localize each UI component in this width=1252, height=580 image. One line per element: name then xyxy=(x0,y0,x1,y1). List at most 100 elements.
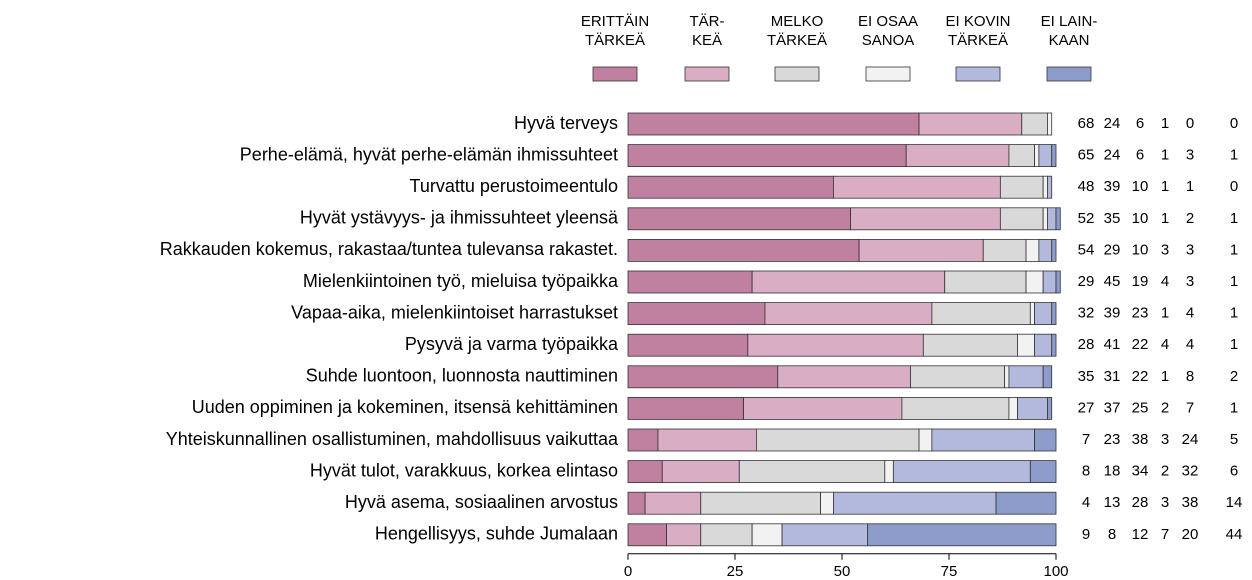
value-label: 9 xyxy=(1082,526,1090,543)
x-tick-label: 50 xyxy=(834,563,851,580)
category-label: Mielenkiintoinen työ, mieluisa työpaikka xyxy=(303,271,619,291)
value-label: 10 xyxy=(1132,210,1149,227)
bar-segment xyxy=(627,491,646,515)
bar-segment xyxy=(995,491,1057,515)
value-label: 31 xyxy=(1104,368,1121,385)
x-tick-label: 0 xyxy=(624,563,632,580)
bar-segment xyxy=(781,523,869,547)
value-label: 2 xyxy=(1161,463,1169,480)
value-label: 8 xyxy=(1108,526,1116,543)
value-label: 32 xyxy=(1182,463,1199,480)
bar-segment xyxy=(1034,302,1053,326)
category-label: Hyvät ystävyys- ja ihmissuhteet yleensä xyxy=(300,208,619,228)
bar-segment xyxy=(999,175,1044,199)
value-label: 28 xyxy=(1078,336,1095,353)
value-label: 35 xyxy=(1104,210,1121,227)
bar-segment xyxy=(751,270,946,294)
bar-segment xyxy=(922,333,1018,357)
value-label: 25 xyxy=(1132,399,1149,416)
value-label: 37 xyxy=(1104,399,1121,416)
value-label: 1 xyxy=(1161,210,1169,227)
bar-segment xyxy=(820,491,834,515)
value-label: 12 xyxy=(1132,526,1149,543)
bar-segment xyxy=(1034,333,1053,357)
value-label: 44 xyxy=(1226,526,1243,543)
legend-swatch xyxy=(865,66,911,82)
value-label: 22 xyxy=(1132,336,1149,353)
bar-segment xyxy=(1021,112,1048,136)
category-label: Rakkauden kokemus, rakastaa/tuntea tulev… xyxy=(160,239,618,259)
value-label: 0 xyxy=(1186,115,1194,132)
bar-segment xyxy=(918,112,1023,136)
value-label: 13 xyxy=(1104,494,1121,511)
bar-segment xyxy=(627,428,659,452)
value-label: 7 xyxy=(1186,399,1194,416)
value-label: 1 xyxy=(1161,178,1169,195)
bar-segment xyxy=(627,365,779,389)
bar-segment xyxy=(1047,207,1057,231)
value-label: 27 xyxy=(1078,399,1095,416)
value-label: 23 xyxy=(1104,431,1121,448)
bar-segment xyxy=(747,333,924,357)
value-label: 28 xyxy=(1132,494,1149,511)
value-label: 6 xyxy=(1230,463,1238,480)
value-label: 20 xyxy=(1182,526,1199,543)
bar-segment xyxy=(982,238,1027,262)
bar-segment xyxy=(661,460,740,484)
value-label: 3 xyxy=(1186,241,1194,258)
legend-swatch xyxy=(955,66,1001,82)
bar-segment xyxy=(910,365,1006,389)
bar-segment xyxy=(627,207,851,231)
bar-segment xyxy=(1047,175,1053,199)
bar-segment xyxy=(738,460,886,484)
value-label: 38 xyxy=(1132,431,1149,448)
bar-segment xyxy=(905,144,1010,168)
value-label: 1 xyxy=(1230,305,1238,322)
value-label: 3 xyxy=(1186,147,1194,164)
bar-segment xyxy=(999,207,1044,231)
bar-segment xyxy=(1047,396,1053,420)
bar-segment xyxy=(1029,302,1035,326)
bar-segment xyxy=(627,302,766,326)
legend-swatch xyxy=(684,66,730,82)
bar-segment xyxy=(884,460,894,484)
bar-segment xyxy=(627,270,753,294)
bar-segment xyxy=(1051,144,1057,168)
legend-swatch xyxy=(774,66,820,82)
value-label: 54 xyxy=(1078,241,1095,258)
bar-segment xyxy=(1008,144,1035,168)
value-label: 3 xyxy=(1161,241,1169,258)
value-label: 10 xyxy=(1132,241,1149,258)
bar-segment xyxy=(1029,460,1057,484)
value-label: 3 xyxy=(1161,431,1169,448)
bar-segment xyxy=(931,428,1036,452)
value-label: 0 xyxy=(1230,178,1238,195)
legend-label: EI OSAA SANOA xyxy=(857,13,919,49)
bar-segment xyxy=(1038,238,1053,262)
bar-segment xyxy=(1034,428,1057,452)
value-label: 1 xyxy=(1230,399,1238,416)
value-label: 5 xyxy=(1230,431,1238,448)
value-label: 45 xyxy=(1104,273,1121,290)
bar-segment xyxy=(1051,238,1057,262)
bar-segment xyxy=(858,238,984,262)
value-label: 7 xyxy=(1161,526,1169,543)
value-label: 52 xyxy=(1078,210,1095,227)
value-label: 29 xyxy=(1104,241,1121,258)
bar-segment xyxy=(764,302,933,326)
category-label: Hyvä terveys xyxy=(514,113,618,133)
value-label: 1 xyxy=(1161,147,1169,164)
bar-segment xyxy=(777,365,911,389)
value-label: 1 xyxy=(1230,210,1238,227)
bar-segment xyxy=(1042,207,1048,231)
bar-segment xyxy=(1034,144,1040,168)
bar-segment xyxy=(627,333,749,357)
x-tick-label: 100 xyxy=(1043,563,1068,580)
value-label: 7 xyxy=(1082,431,1090,448)
bar-segment xyxy=(850,207,1001,231)
value-label: 2 xyxy=(1230,368,1238,385)
bar-segment xyxy=(1042,175,1048,199)
bar-segment xyxy=(1051,302,1057,326)
